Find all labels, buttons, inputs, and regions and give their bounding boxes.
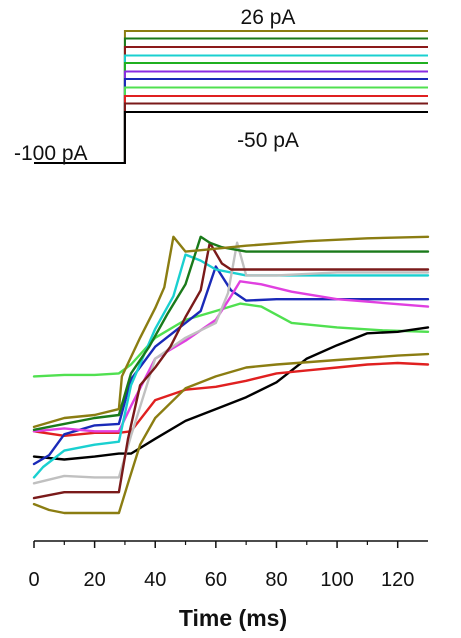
response-trace-4 xyxy=(32,280,430,433)
response-trace-8 xyxy=(32,235,430,431)
holding-level-label: -100 pA xyxy=(14,142,88,165)
stimulus-step-6 xyxy=(34,77,428,164)
x-tick-label-0: 0 xyxy=(28,569,39,591)
bottom-step-label: -50 pA xyxy=(237,129,299,152)
response-trace-10 xyxy=(32,352,430,515)
response-trace-7 xyxy=(32,241,430,500)
x-tick-label-40: 40 xyxy=(144,569,166,591)
response-trace-0 xyxy=(32,302,430,378)
response-trace-3 xyxy=(32,265,430,466)
response-trace-9 xyxy=(32,235,430,429)
response-trace-2 xyxy=(32,361,430,437)
x-tick-label-60: 60 xyxy=(205,569,227,591)
x-axis: 0 20 40 60 80 100 120 xyxy=(28,540,428,591)
x-tick-label-80: 80 xyxy=(265,569,287,591)
top-step-label: 26 pA xyxy=(241,6,296,29)
stimulus-step-1 xyxy=(34,37,428,164)
response-trace-6 xyxy=(32,241,430,485)
stimulus-step-5 xyxy=(34,70,428,164)
x-tick-label-100: 100 xyxy=(320,569,353,591)
stimulus-step-2 xyxy=(34,45,428,164)
stimulus-panel xyxy=(34,30,428,164)
response-panel xyxy=(32,235,430,515)
x-tick-label-120: 120 xyxy=(381,569,414,591)
response-trace-1 xyxy=(32,326,430,461)
response-trace-5 xyxy=(32,253,430,479)
x-axis-title: Time (ms) xyxy=(179,605,287,631)
stimulus-step-7 xyxy=(34,86,428,164)
x-tick-label-20: 20 xyxy=(83,569,105,591)
stimulus-step-10 xyxy=(34,111,428,164)
stimulus-step-8 xyxy=(34,95,428,164)
